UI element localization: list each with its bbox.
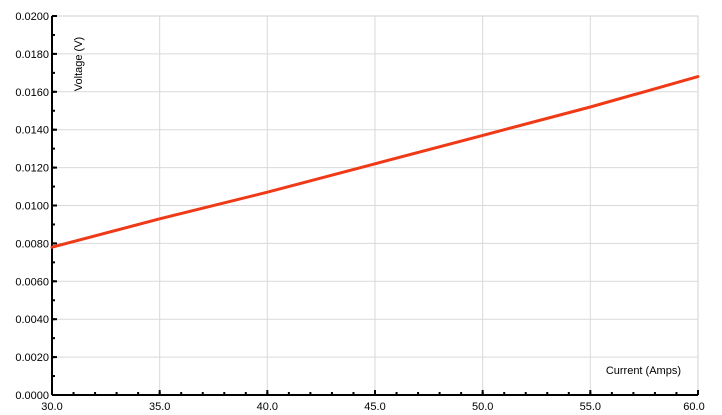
x-tick-labels: 30.0 35.0 40.0 45.0 50.0 55.0 60.0 — [41, 401, 704, 413]
y-tick-label: 0.0000 — [15, 390, 49, 402]
y-tick-label: 0.0180 — [15, 49, 49, 61]
gridlines — [52, 16, 698, 395]
y-tick-labels: 0.0000 0.0020 0.0040 0.0060 0.0080 0.0100 0.01… — [15, 11, 49, 402]
y-tick-label: 0.0060 — [15, 276, 49, 288]
x-tick-label: 35.0 — [149, 401, 170, 413]
y-tick-label: 0.0080 — [15, 238, 49, 250]
x-tick-label: 55.0 — [580, 401, 601, 413]
x-tick-label: 45.0 — [364, 401, 385, 413]
x-tick-label: 50.0 — [472, 401, 493, 413]
y-axis-title: Voltage (V) — [73, 37, 85, 91]
series-layer — [50, 75, 700, 249]
y-tick-label: 0.0140 — [15, 125, 49, 137]
y-tick-label: 0.0160 — [15, 87, 49, 99]
x-tick-label: 30.0 — [41, 401, 62, 413]
x-tick-label: 40.0 — [257, 401, 278, 413]
x-axis-title: Current (Amps) — [606, 365, 681, 377]
y-tick-label: 0.0200 — [15, 11, 49, 23]
y-tick-label: 0.0120 — [15, 163, 49, 175]
y-tick-label: 0.0020 — [15, 352, 49, 364]
series-line — [50, 75, 700, 249]
y-tick-label: 0.0040 — [15, 314, 49, 326]
y-tick-label: 0.0100 — [15, 201, 49, 213]
x-tick-label: 60.0 — [683, 401, 704, 413]
